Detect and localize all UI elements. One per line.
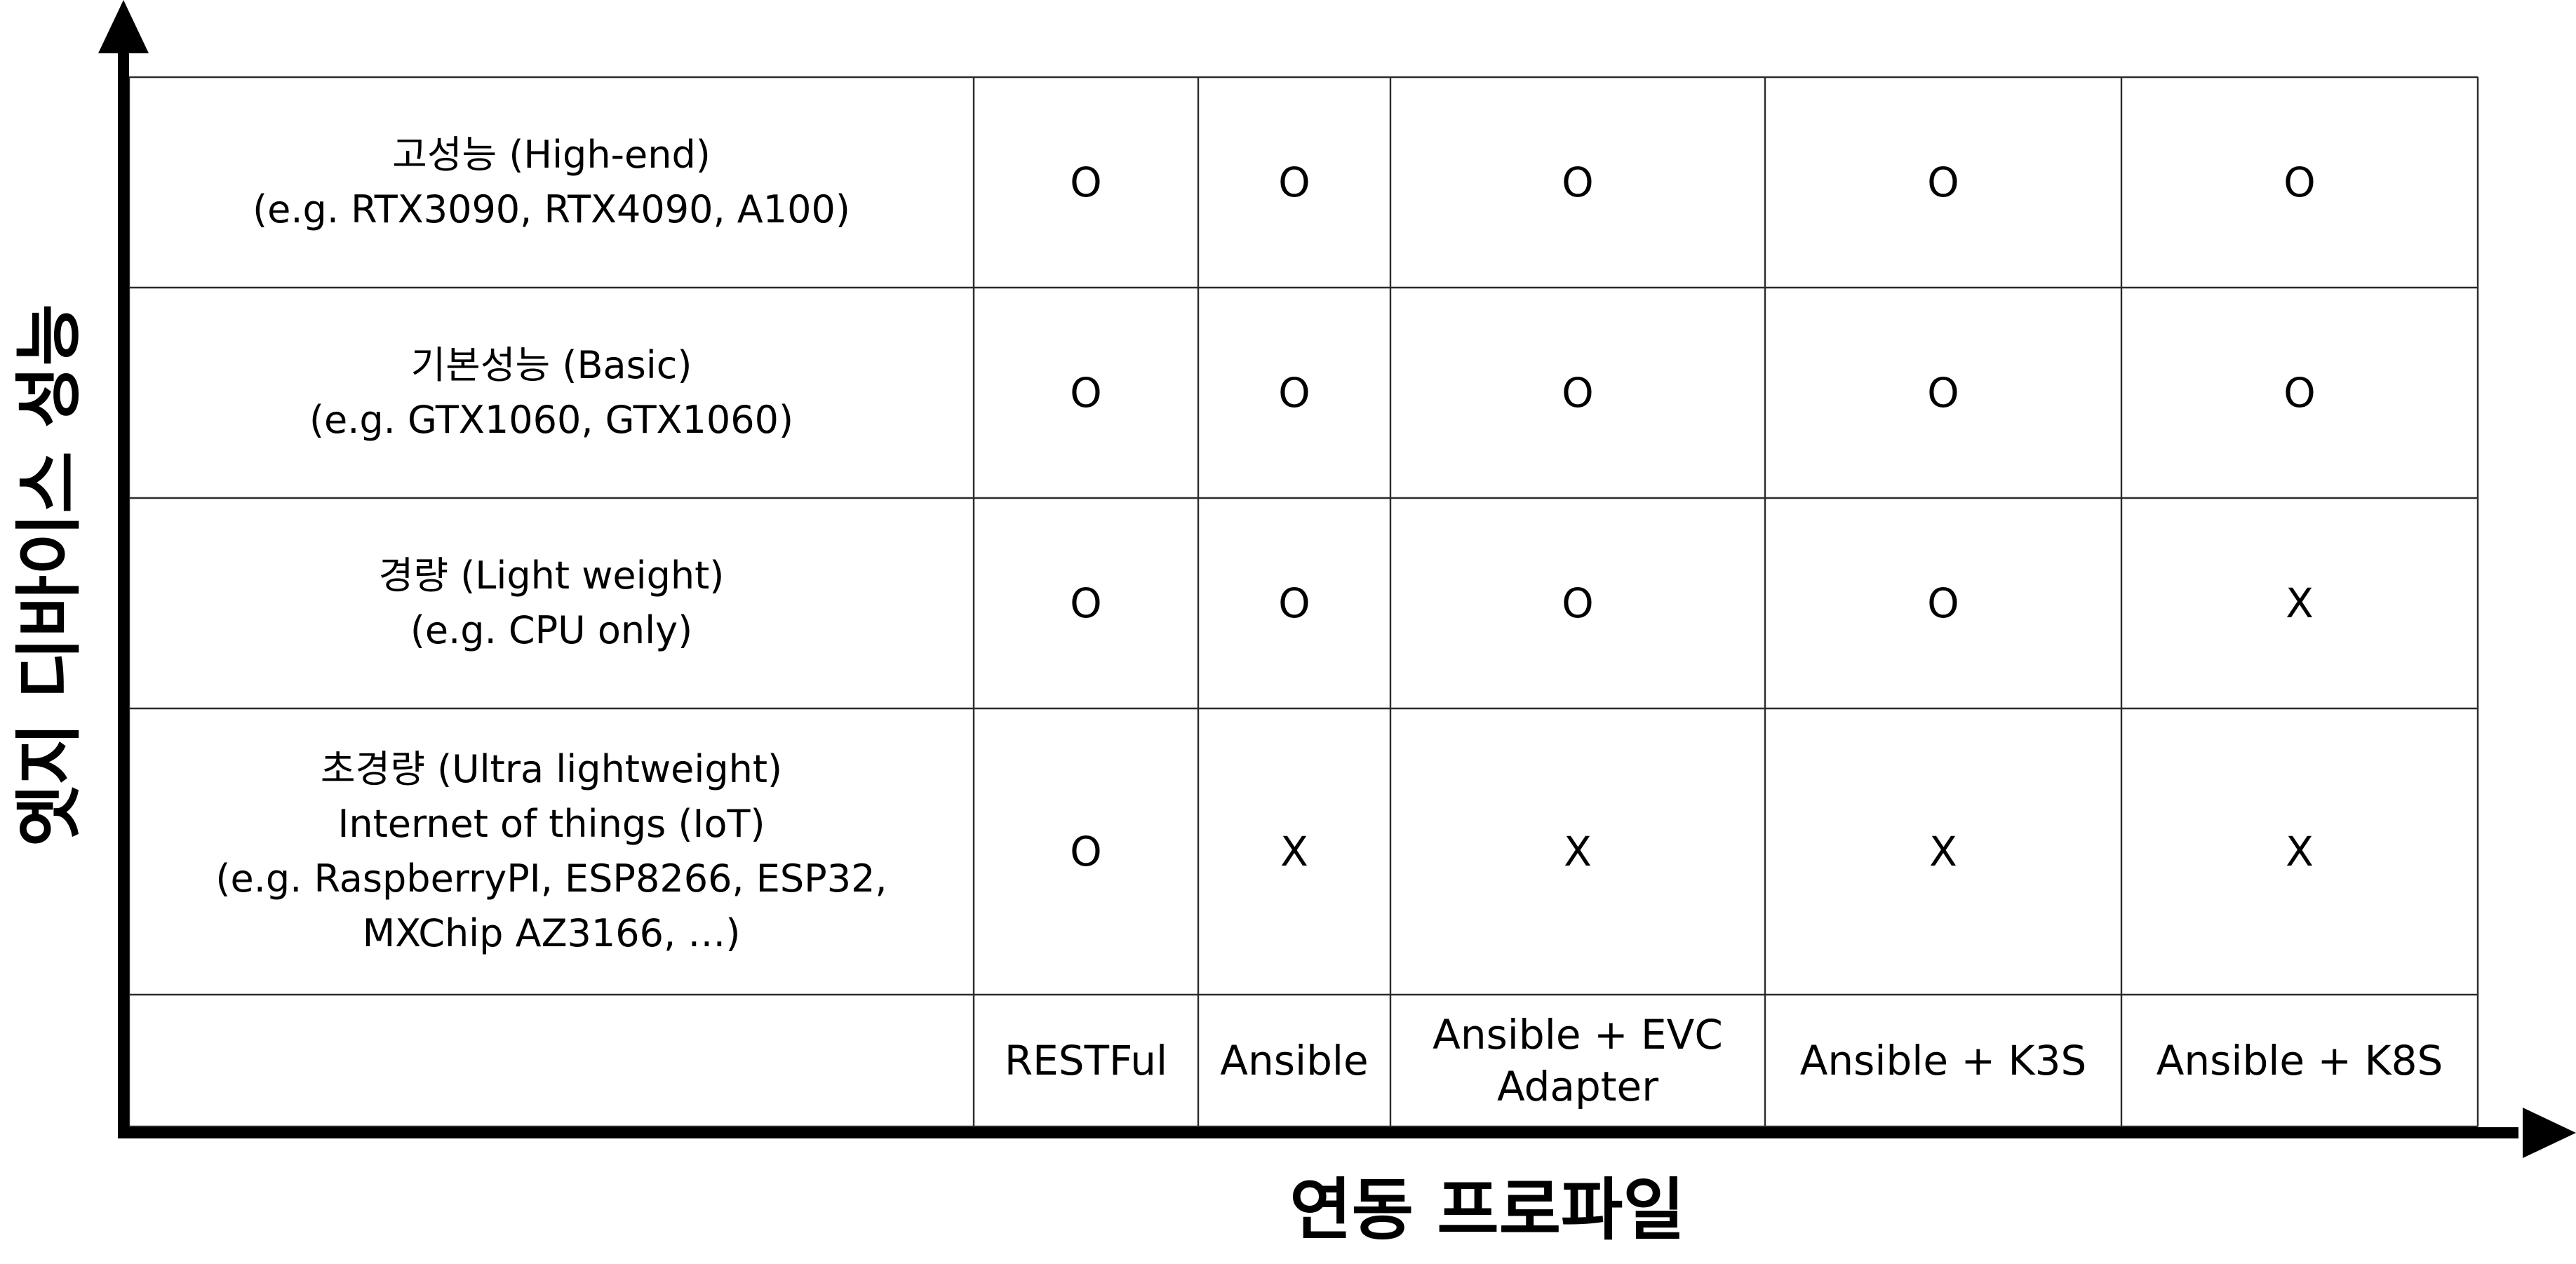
support-cell: O [1765,288,2121,498]
support-mark: O [1278,369,1310,417]
support-mark: X [2286,828,2314,875]
column-header-cell: Ansible + K8S [2121,995,2478,1127]
row-label-line: 경량 (Light weight) [378,553,725,598]
column-header-line-group: RESTFul [1005,1035,1167,1087]
column-header-line-group: Ansible + EVC Adapter [1433,1009,1723,1112]
support-mark: O [1562,369,1594,417]
row-label-line-group: 경량 (Light weight) (e.g. CPU only) [379,549,725,658]
x-axis [118,1108,2576,1158]
row-label-cell: 경량 (Light weight) (e.g. CPU only) [129,498,974,708]
column-header-line: Ansible [1220,1037,1369,1084]
support-mark: O [1278,579,1310,627]
row-label-line: (e.g. RTX3090, RTX4090, A100) [253,187,850,231]
column-header-cell: Ansible + EVC Adapter [1390,995,1765,1127]
row-label-line-group: 고성능 (High-end) (e.g. RTX3090, RTX4090, A1… [253,128,850,237]
support-cell: O [974,77,1198,288]
column-header-cell: Ansible [1198,995,1390,1127]
support-mark: O [1070,369,1102,417]
support-mark: O [2283,369,2316,417]
support-cell: X [2121,498,2478,708]
row-label-cell: 기본성능 (Basic) (e.g. GTX1060, GTX1060) [129,288,974,498]
row-label-line: Internet of things (IoT) [337,802,765,846]
row-label-line-group: 초경량 (Ultra lightweight) Internet of thing… [215,742,887,961]
support-mark: X [1929,828,1957,875]
row-label-line: 기본성능 (Basic) [410,343,692,387]
column-header-line-group: Ansible [1220,1035,1368,1087]
support-cell: O [2121,288,2478,498]
support-mark: O [1070,828,1102,875]
support-mark: O [2283,159,2316,206]
support-cell: O [1198,77,1390,288]
row-label-cell: 초경량 (Ultra lightweight) Internet of thing… [129,708,974,995]
column-header-line-group: Ansible + K3S [1800,1035,2087,1087]
support-mark: O [1927,159,1959,206]
support-mark: O [1562,579,1594,627]
support-cell: X [1198,708,1390,995]
row-label-line: (e.g. GTX1060, GTX1060) [309,398,794,442]
support-cell: O [1765,498,2121,708]
column-header-cell: Ansible + K3S [1765,995,2121,1127]
support-cell: O [1765,77,2121,288]
column-header-line: Ansible + EVC [1433,1011,1723,1058]
x-axis-title: 연동 프로파일 [1289,1171,1685,1249]
support-cell: X [1765,708,2121,995]
support-cell: O [2121,77,2478,288]
support-cell: O [1390,498,1765,708]
column-header-line: Adapter [1496,1063,1659,1110]
support-mark: X [1564,828,1592,875]
support-mark: O [1927,369,1959,417]
row-label-line-group: 기본성능 (Basic) (e.g. GTX1060, GTX1060) [309,338,793,448]
support-cell: X [2121,708,2478,995]
row-label-line: (e.g. CPU only) [410,608,693,652]
support-mark: X [1280,828,1308,875]
support-mark: X [2286,579,2314,627]
column-header-line: Ansible + K3S [1799,1037,2087,1084]
row-label-line: 고성능 (High-end) [392,133,711,177]
x-axis-arrowhead [2523,1108,2576,1158]
column-header-line-group: Ansible + K8S [2156,1035,2443,1087]
support-mark: O [1070,579,1102,627]
support-cell: O [974,288,1198,498]
y-axis-title: 엣지 디바이스 성능 [10,304,88,847]
support-cell: O [1198,288,1390,498]
support-cell: O [1198,498,1390,708]
grid-lines [128,76,2479,1128]
support-cell: X [1390,708,1765,995]
y-axis-arrowhead [98,0,149,53]
support-cell: O [1390,288,1765,498]
support-mark: O [1927,579,1959,627]
support-mark: O [1562,159,1594,206]
support-cell: O [974,708,1198,995]
y-axis [98,0,149,1133]
row-label-cell: 고성능 (High-end) (e.g. RTX3090, RTX4090, A1… [129,77,974,288]
support-cell: O [1390,77,1765,288]
support-mark: O [1070,159,1102,206]
support-cell: O [974,498,1198,708]
row-label-line: (e.g. RaspberryPI, ESP8266, ESP32, [215,856,887,901]
support-mark: O [1278,159,1310,206]
column-header-cell: RESTFul [974,995,1198,1127]
row-label-line: 초경량 (Ultra lightweight) [320,747,783,791]
column-header-line: RESTFul [1004,1037,1168,1084]
row-label-line: MXChip AZ3166, …) [362,911,741,955]
corner-cell [129,995,974,1127]
column-header-line: Ansible + K8S [2156,1037,2443,1084]
